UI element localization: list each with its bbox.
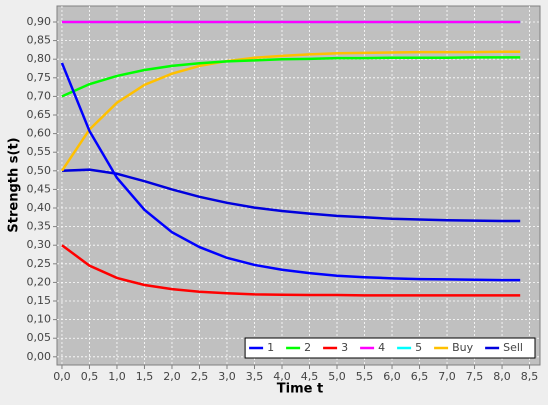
x-tick-label: 2,0 <box>163 370 181 383</box>
x-tick-label: 6,5 <box>411 370 429 383</box>
y-tick-label: 0,10 <box>27 313 52 326</box>
legend-label: Sell <box>503 341 523 354</box>
x-tick-label: 3,5 <box>246 370 264 383</box>
legend-label: 4 <box>378 341 385 354</box>
series-line <box>60 62 521 282</box>
y-tick-label: 0,60 <box>27 127 52 140</box>
y-tick-label: 0,50 <box>27 164 52 177</box>
y-tick-label: 0,55 <box>27 145 52 158</box>
x-tick-label: 3,0 <box>218 370 236 383</box>
legend-label: 1 <box>267 341 274 354</box>
x-tick-label: 0,0 <box>53 370 71 383</box>
x-tick-label: 5,0 <box>328 370 346 383</box>
x-tick-label: 4,5 <box>301 370 319 383</box>
y-axis-label: Strength s(t) <box>7 137 22 232</box>
y-tick-label: 0,45 <box>27 182 52 195</box>
x-tick-label: 6,0 <box>383 370 401 383</box>
legend-label: 2 <box>304 341 311 354</box>
y-tick-label: 0,15 <box>27 294 52 307</box>
series-line <box>61 244 521 297</box>
y-tick-label: 0,30 <box>27 238 52 251</box>
y-tick-label: 0,05 <box>27 331 52 344</box>
x-tick-label: 5,5 <box>356 370 374 383</box>
x-tick-label: 8,5 <box>521 370 539 383</box>
legend-box <box>244 337 536 359</box>
y-tick-label: 0,75 <box>27 71 52 84</box>
legend-label: Buy <box>452 341 474 354</box>
y-tick-label: 0,20 <box>27 275 52 288</box>
y-tick-label: 0,70 <box>27 89 52 102</box>
legend-label: 5 <box>415 341 422 354</box>
y-tick-label: 0,00 <box>27 350 52 363</box>
y-tick-label: 0,80 <box>27 52 52 65</box>
legend-label: 3 <box>341 341 348 354</box>
plot-area <box>56 5 541 366</box>
series-line <box>61 56 521 98</box>
y-tick-label: 0,40 <box>27 201 52 214</box>
y-tick-label: 0,25 <box>27 257 52 270</box>
series-line <box>61 168 521 223</box>
x-tick-label: 2,5 <box>191 370 209 383</box>
x-tick-label: 4,0 <box>273 370 291 383</box>
x-tick-label: 0,5 <box>81 370 99 383</box>
y-tick-label: 0,65 <box>27 108 52 121</box>
series-line <box>60 50 521 172</box>
y-tick-label: 0,90 <box>27 15 52 28</box>
x-tick-label: 1,5 <box>136 370 154 383</box>
x-tick-label: 8,0 <box>493 370 511 383</box>
x-axis-label: Time t <box>277 382 323 397</box>
y-tick-label: 0,85 <box>27 34 52 47</box>
y-tick-label: 0,35 <box>27 220 52 233</box>
x-tick-label: 1,0 <box>108 370 126 383</box>
legend: 1 2 3 4 5 Buy Sell <box>244 337 536 359</box>
x-tick-label: 7,5 <box>466 370 484 383</box>
x-tick-label: 7,0 <box>438 370 456 383</box>
